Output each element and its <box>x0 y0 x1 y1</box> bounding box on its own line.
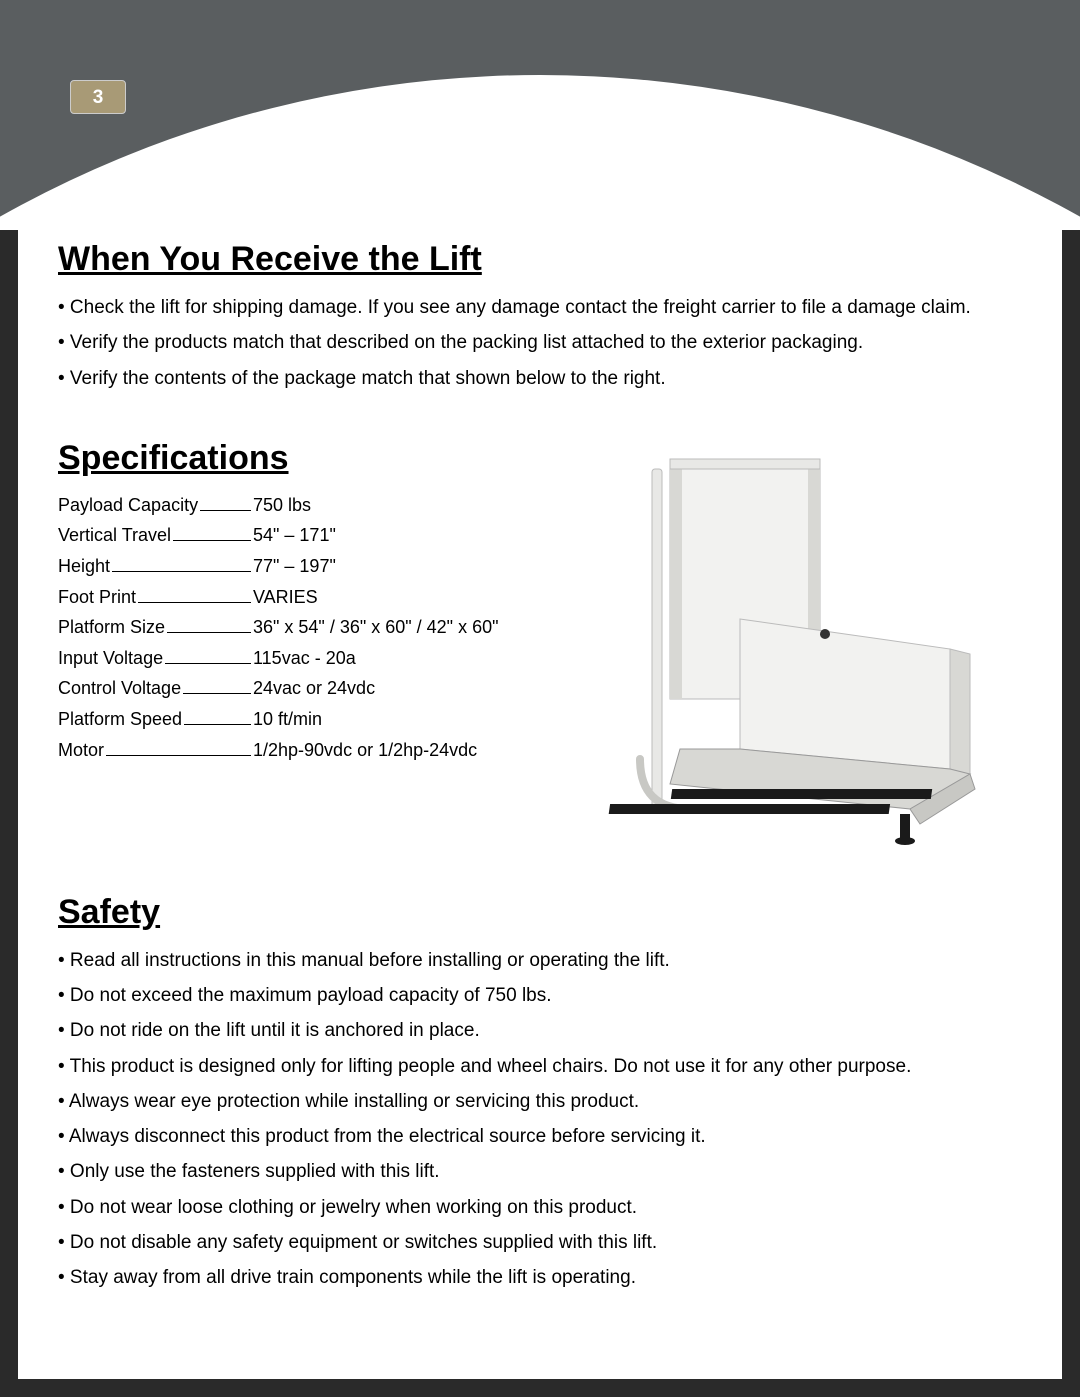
spec-label: Payload Capacity <box>58 490 198 521</box>
bullet-item: • Verify the contents of the package mat… <box>58 362 1022 395</box>
spec-value: 77" – 197" <box>253 551 336 582</box>
bullet-item: • Always disconnect this product from th… <box>58 1120 1022 1153</box>
section-safety-title: Safety <box>58 893 1022 932</box>
bullet-item: • Check the lift for shipping damage. If… <box>58 291 1022 324</box>
specs-table: Payload Capacity 750 lbs Vertical Travel 54… <box>58 490 538 765</box>
spec-value: 54" – 171" <box>253 520 336 551</box>
bullet-item: • Read all instructions in this manual b… <box>58 944 1022 977</box>
spec-row: Motor 1/2hp-90vdc or 1/2hp-24vdc <box>58 735 538 766</box>
section-receive-title: When You Receive the Lift <box>58 240 1022 279</box>
spec-row: Height 77" – 197" <box>58 551 538 582</box>
spec-label: Height <box>58 551 110 582</box>
spec-value: 750 lbs <box>253 490 311 521</box>
bullet-item: • Do not exceed the maximum payload capa… <box>58 979 1022 1012</box>
header-band <box>0 0 1080 230</box>
spec-underline <box>112 554 251 572</box>
spec-underline <box>173 523 251 541</box>
spec-underline <box>183 676 251 694</box>
spec-label: Foot Print <box>58 582 136 613</box>
spec-underline <box>138 585 251 603</box>
spec-row: Control Voltage 24vac or 24vdc <box>58 673 538 704</box>
spec-value: 10 ft/min <box>253 704 322 735</box>
bullet-item: • Always wear eye protection while insta… <box>58 1085 1022 1118</box>
bullet-item: • Only use the fasteners supplied with t… <box>58 1155 1022 1188</box>
section-safety-bullets: • Read all instructions in this manual b… <box>58 944 1022 1295</box>
section-receive-bullets: • Check the lift for shipping damage. If… <box>58 291 1022 395</box>
lift-illustration <box>600 449 980 849</box>
bullet-item: • Do not wear loose clothing or jewelry … <box>58 1191 1022 1224</box>
spec-label: Platform Speed <box>58 704 182 735</box>
bullet-item: • Do not disable any safety equipment or… <box>58 1226 1022 1259</box>
section-specs: Specifications Payload Capacity750 lbsVe… <box>58 439 1022 849</box>
spec-underline <box>167 615 251 633</box>
spec-label: Vertical Travel <box>58 520 171 551</box>
spec-value: 1/2hp-90vdc or 1/2hp-24vdc <box>253 735 477 766</box>
spec-underline <box>165 646 251 664</box>
spec-row: Platform Speed 10 ft/min <box>58 704 538 735</box>
spec-underline <box>106 738 251 756</box>
bullet-item: • Do not ride on the lift until it is an… <box>58 1014 1022 1047</box>
spec-label: Input Voltage <box>58 643 163 674</box>
page-content: When You Receive the Lift • Check the li… <box>18 230 1062 1379</box>
spec-underline <box>184 707 251 725</box>
spec-label: Platform Size <box>58 612 165 643</box>
section-safety: Safety • Read all instructions in this m… <box>58 893 1022 1295</box>
spec-label: Motor <box>58 735 104 766</box>
page-number-badge: 3 <box>70 80 126 114</box>
bullet-item: • Stay away from all drive train compone… <box>58 1261 1022 1294</box>
section-receive: When You Receive the Lift • Check the li… <box>58 240 1022 395</box>
spec-value: 36" x 54" / 36" x 60" / 42" x 60" <box>253 612 498 643</box>
bullet-item: • Verify the products match that describ… <box>58 326 1022 359</box>
spec-row: Input Voltage 115vac - 20a <box>58 643 538 674</box>
bullet-item: • This product is designed only for lift… <box>58 1050 1022 1083</box>
spec-row: Foot Print VARIES <box>58 582 538 613</box>
spec-row: Platform Size 36" x 54" / 36" x 60" / 42"… <box>58 612 538 643</box>
spec-label: Control Voltage <box>58 673 181 704</box>
spec-value: 115vac - 20a <box>253 643 356 674</box>
spec-value: VARIES <box>253 582 318 613</box>
product-illustration-container <box>558 439 1022 849</box>
spec-row: Vertical Travel 54" – 171" <box>58 520 538 551</box>
section-specs-title: Specifications <box>58 439 538 478</box>
spec-value: 24vac or 24vdc <box>253 673 375 704</box>
spec-underline <box>200 493 251 511</box>
spec-row: Payload Capacity 750 lbs <box>58 490 538 521</box>
